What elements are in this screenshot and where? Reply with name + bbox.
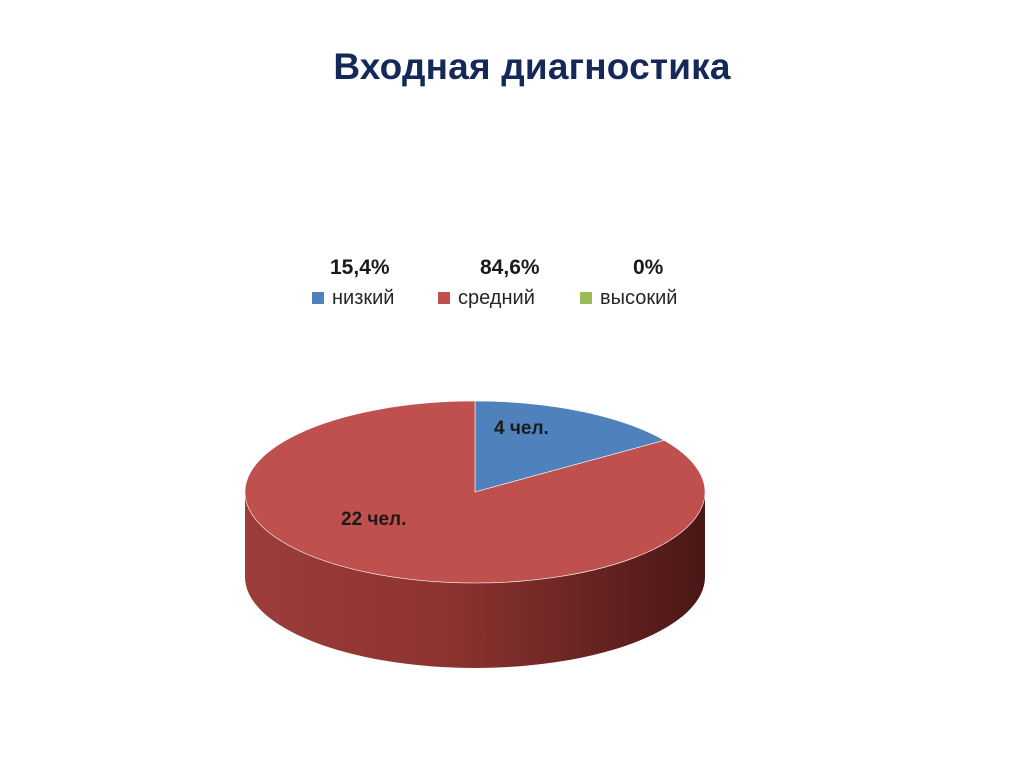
data-label-low: 4 чел.	[494, 418, 549, 439]
pie-top-group	[244, 400, 706, 584]
percent-label-high: 0%	[633, 256, 664, 279]
legend-swatch-high	[580, 292, 592, 304]
pie-slice-low	[474, 400, 666, 493]
pie-slice-medium	[244, 400, 706, 584]
percent-label-medium: 84,6%	[480, 256, 540, 279]
legend-label-low: низкий	[332, 286, 395, 309]
legend-label-medium: средний	[458, 286, 535, 309]
percent-label-low: 15,4%	[330, 256, 390, 279]
pie-side-wall	[245, 492, 705, 668]
legend-item-high: высокий	[580, 287, 677, 309]
legend-swatch-medium	[438, 292, 450, 304]
page-title: Входная диагностика	[333, 46, 731, 87]
legend-item-medium: средний	[438, 287, 535, 309]
data-label-medium: 22 чел.	[341, 509, 407, 530]
legend-label-high: высокий	[600, 286, 678, 309]
pie-side-group	[245, 492, 705, 668]
legend-item-low: низкий	[312, 287, 394, 309]
legend-swatch-low	[312, 292, 324, 304]
